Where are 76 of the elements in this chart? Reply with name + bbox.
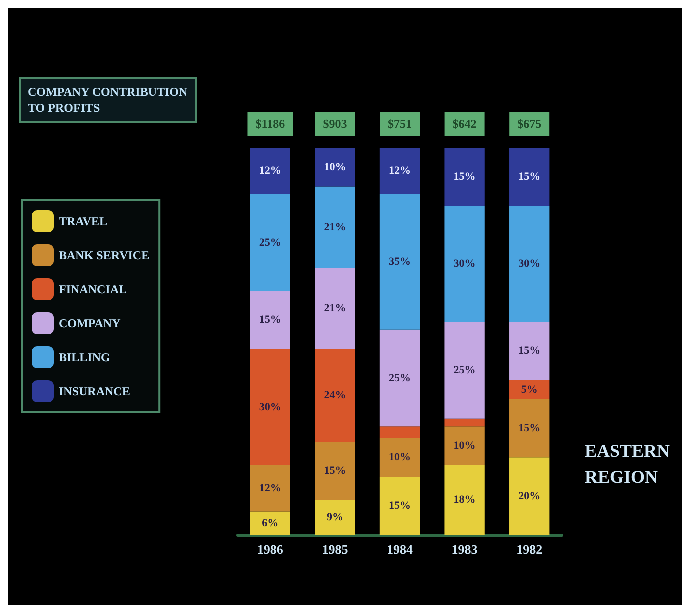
- bar: [510, 400, 550, 458]
- bar: [444, 148, 485, 206]
- data-label: 35%: [389, 256, 411, 268]
- data-label: 24%: [324, 390, 346, 402]
- data-label: 21%: [324, 302, 346, 315]
- data-label: 30%: [518, 258, 541, 270]
- data-label: 25%: [389, 372, 411, 384]
- legend-label: TRAVEL: [59, 214, 108, 228]
- data-label: 12%: [389, 165, 411, 178]
- data-label: 25%: [259, 236, 282, 249]
- data-label: 15%: [518, 422, 541, 435]
- annotation: $751: [388, 117, 412, 131]
- data-label: 9%: [326, 512, 344, 524]
- bar: [380, 330, 420, 427]
- data-label: 25%: [454, 364, 476, 377]
- legend-label: COMPANY: [59, 316, 122, 330]
- text: EASTERN REGION: [584, 441, 670, 487]
- bar: [510, 206, 550, 322]
- data-label: 21%: [324, 221, 346, 234]
- annotation: $675: [518, 117, 542, 131]
- bar: [510, 322, 550, 380]
- data-label: 15%: [324, 465, 346, 478]
- annotation: $903: [323, 117, 348, 131]
- data-label: 10%: [324, 161, 346, 174]
- bar: [250, 512, 290, 535]
- bar: [315, 442, 356, 500]
- bar: [315, 500, 356, 535]
- data-label: 10%: [389, 452, 411, 464]
- data-label: 12%: [259, 165, 282, 178]
- legend-label: BILLING: [59, 350, 110, 364]
- data-label: 10%: [454, 440, 476, 452]
- bar: [444, 322, 485, 419]
- x-tick-label: 1984: [387, 542, 414, 557]
- legend-label: FINANCIAL: [59, 282, 128, 296]
- data-label: 6%: [262, 517, 279, 530]
- bar: [444, 206, 485, 322]
- annotation: $642: [452, 117, 477, 131]
- bar: [380, 426, 420, 438]
- bar: [444, 465, 485, 535]
- data-label: 15%: [518, 345, 541, 358]
- bar: [380, 194, 420, 330]
- bar: [250, 465, 290, 512]
- data-label: 5%: [521, 384, 538, 396]
- bar: [444, 426, 485, 466]
- bar: [510, 148, 550, 206]
- x-tick-label: 1983: [452, 542, 478, 557]
- bar: [380, 438, 420, 477]
- data-label: 15%: [454, 171, 476, 184]
- data-label: 15%: [259, 314, 282, 326]
- x-tick-label: 1985: [322, 542, 349, 557]
- bar: [315, 268, 356, 350]
- bar: [315, 349, 356, 442]
- text: COMPANY CONTRIBUTION TO PROFITS: [28, 85, 188, 115]
- bar: [444, 418, 485, 427]
- data-label: 15%: [518, 171, 541, 184]
- x-tick-label: 1986: [257, 542, 284, 557]
- bar: [380, 148, 420, 194]
- bar: [380, 476, 420, 535]
- bar: [510, 458, 550, 535]
- data-label: 20%: [518, 490, 541, 502]
- bar: [250, 194, 290, 292]
- data-label: 15%: [389, 500, 411, 512]
- data-label: 12%: [259, 482, 282, 495]
- bar: [510, 380, 550, 400]
- legend-label: INSURANCE: [59, 384, 130, 398]
- bar: [315, 148, 356, 187]
- bar: [315, 186, 356, 268]
- data-label: 30%: [259, 401, 282, 414]
- data-label: 18%: [454, 494, 476, 506]
- bar: [250, 349, 290, 466]
- bar: [250, 148, 290, 194]
- legend-label: BANK SERVICE: [59, 248, 150, 262]
- annotation: $1186: [256, 117, 286, 131]
- bar: [250, 291, 290, 350]
- data-label: 30%: [454, 258, 476, 270]
- x-tick-label: 1982: [516, 542, 543, 557]
